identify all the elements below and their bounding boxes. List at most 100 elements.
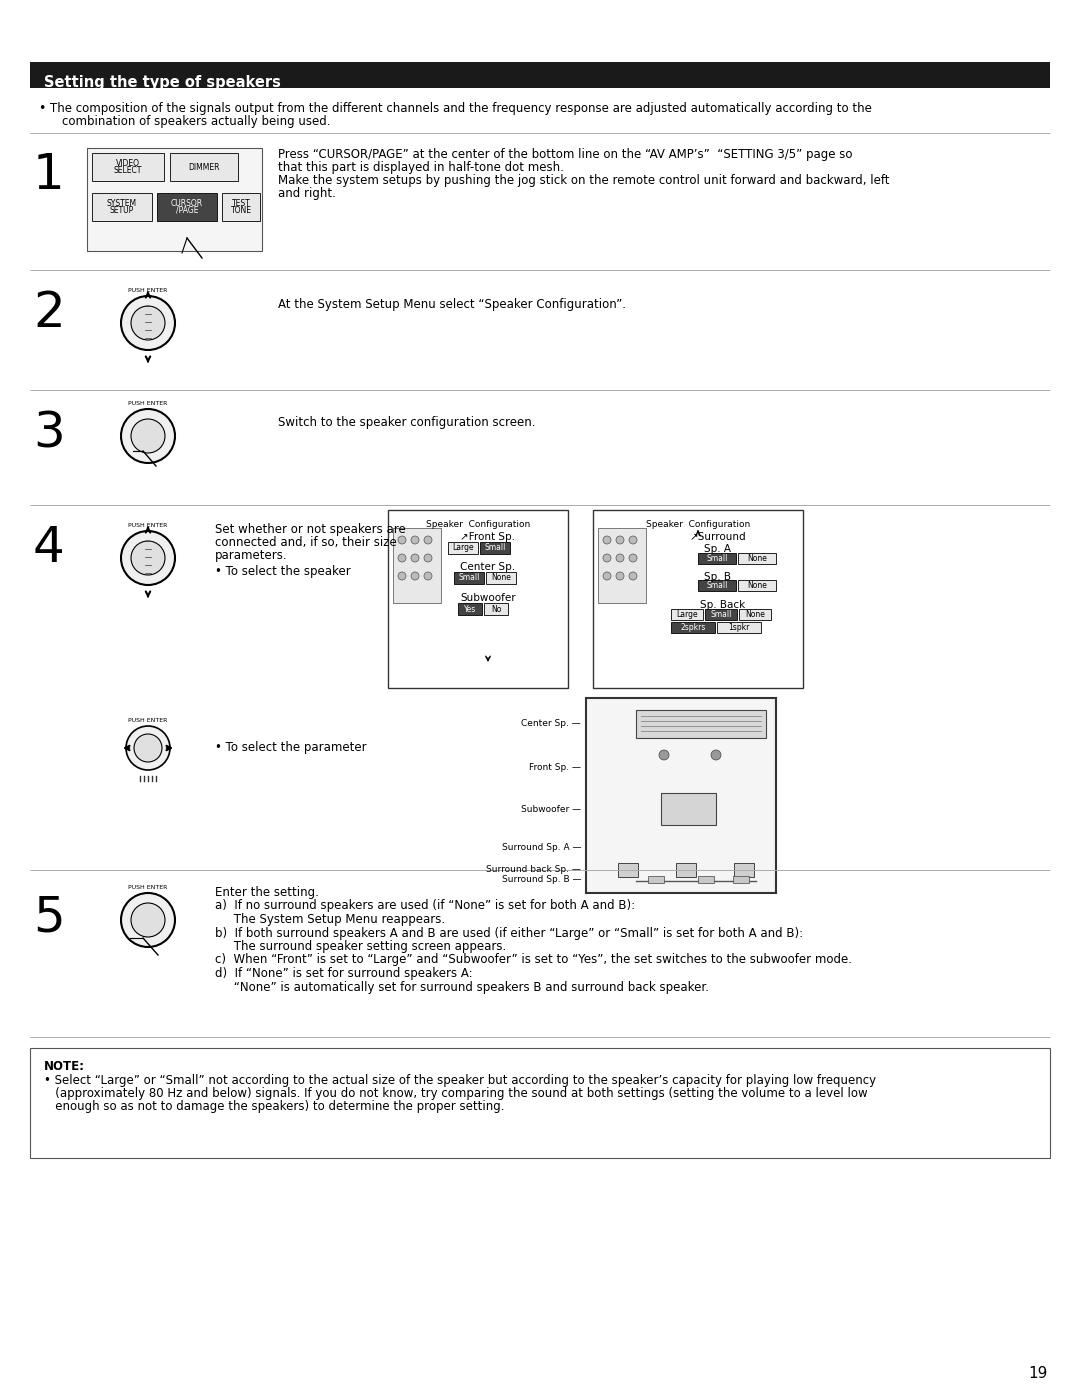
Circle shape — [131, 541, 165, 575]
Circle shape — [616, 572, 624, 581]
Text: PUSH ENTER: PUSH ENTER — [129, 523, 167, 527]
Bar — [676, 863, 696, 877]
Text: Set whether or not speakers are: Set whether or not speakers are — [215, 523, 406, 536]
Polygon shape — [615, 837, 642, 858]
Text: Speaker  Configuration: Speaker Configuration — [426, 520, 530, 529]
Text: “None” is automatically set for surround speakers B and surround back speaker.: “None” is automatically set for surround… — [215, 981, 708, 993]
Text: DIMMER: DIMMER — [188, 162, 219, 172]
Bar — [92, 152, 164, 180]
Text: The surround speaker setting screen appears.: The surround speaker setting screen appe… — [215, 940, 507, 953]
Bar — [388, 511, 568, 688]
Circle shape — [616, 554, 624, 562]
Bar — [448, 541, 478, 554]
Polygon shape — [648, 755, 680, 781]
Text: • Select “Large” or “Small” not according to the actual size of the speaker but : • Select “Large” or “Small” not accordin… — [44, 1074, 876, 1087]
Text: None: None — [745, 610, 765, 618]
Text: Small: Small — [706, 554, 728, 562]
Bar — [222, 193, 260, 221]
Bar — [661, 793, 716, 825]
Polygon shape — [673, 837, 699, 858]
Circle shape — [131, 306, 165, 340]
Bar — [698, 876, 714, 883]
Bar — [671, 623, 715, 632]
Circle shape — [399, 572, 406, 581]
Circle shape — [424, 554, 432, 562]
Bar — [648, 876, 664, 883]
Text: enough so as not to damage the speakers) to determine the proper setting.: enough so as not to damage the speakers)… — [44, 1100, 504, 1114]
Text: Small: Small — [458, 574, 480, 582]
Bar — [739, 609, 771, 620]
Text: None: None — [747, 554, 767, 562]
Text: Front Sp. —: Front Sp. — — [529, 764, 581, 772]
Circle shape — [399, 554, 406, 562]
Circle shape — [424, 572, 432, 581]
Bar — [598, 527, 646, 603]
Bar — [454, 572, 484, 583]
Text: No: No — [490, 604, 501, 614]
Text: ↗Surround: ↗Surround — [690, 532, 746, 541]
Bar — [87, 148, 262, 250]
Text: • To select the speaker: • To select the speaker — [215, 565, 351, 578]
Text: 1spkr: 1spkr — [728, 623, 750, 632]
Text: 1: 1 — [33, 151, 65, 199]
Bar — [458, 603, 482, 616]
Text: Speaker  Configuration: Speaker Configuration — [646, 520, 751, 529]
Circle shape — [629, 554, 637, 562]
Text: Press “CURSOR/PAGE” at the center of the bottom line on the “AV AMP’s”  “SETTING: Press “CURSOR/PAGE” at the center of the… — [278, 148, 852, 161]
Text: • To select the parameter: • To select the parameter — [215, 741, 366, 754]
Text: Large: Large — [676, 610, 698, 618]
Text: (approximately 80 Hz and below) signals. If you do not know, try comparing the s: (approximately 80 Hz and below) signals.… — [44, 1087, 867, 1100]
Text: 5: 5 — [33, 894, 65, 942]
Text: PUSH ENTER: PUSH ENTER — [129, 402, 167, 406]
Text: that this part is displayed in half-tone dot mesh.: that this part is displayed in half-tone… — [278, 161, 564, 173]
Text: Surround back Sp. —: Surround back Sp. — — [486, 866, 581, 874]
Text: Sp. B: Sp. B — [704, 572, 731, 582]
Text: Subwoofer —: Subwoofer — — [521, 804, 581, 813]
Bar — [733, 876, 750, 883]
Text: •: • — [38, 102, 45, 115]
Circle shape — [411, 536, 419, 544]
Circle shape — [629, 536, 637, 544]
Text: CURSOR: CURSOR — [171, 199, 203, 208]
Text: Center Sp. —: Center Sp. — — [522, 719, 581, 729]
Text: Small: Small — [711, 610, 731, 618]
Text: None: None — [491, 574, 511, 582]
Bar — [393, 527, 441, 603]
Text: Large: Large — [453, 543, 474, 553]
Text: None: None — [747, 581, 767, 590]
Circle shape — [659, 750, 669, 760]
Polygon shape — [731, 837, 757, 858]
Text: PUSH ENTER: PUSH ENTER — [129, 718, 167, 723]
Bar — [484, 603, 508, 616]
Bar — [698, 553, 735, 564]
Text: 19: 19 — [1028, 1367, 1048, 1381]
Text: Setting the type of speakers: Setting the type of speakers — [44, 74, 281, 90]
Circle shape — [616, 536, 624, 544]
Circle shape — [424, 536, 432, 544]
Text: SYSTEM: SYSTEM — [107, 199, 137, 208]
Bar — [170, 152, 238, 180]
Text: /PAGE: /PAGE — [176, 206, 199, 215]
Circle shape — [121, 893, 175, 947]
Text: TEST: TEST — [231, 199, 251, 208]
Text: d)  If “None” is set for surround speakers A:: d) If “None” is set for surround speaker… — [215, 967, 473, 981]
Circle shape — [603, 554, 611, 562]
Text: Small: Small — [706, 581, 728, 590]
Circle shape — [399, 536, 406, 544]
Bar — [618, 863, 638, 877]
Text: Sp. A: Sp. A — [704, 544, 731, 554]
Bar — [734, 863, 754, 877]
Text: 4: 4 — [33, 525, 65, 572]
Bar — [157, 193, 217, 221]
Circle shape — [134, 734, 162, 762]
Bar — [480, 541, 510, 554]
Text: PUSH ENTER: PUSH ENTER — [129, 288, 167, 292]
Text: TONE: TONE — [230, 206, 252, 215]
Text: 2spkrs: 2spkrs — [680, 623, 705, 632]
Text: c)  When “Front” is set to “Large” and “Subwoofer” is set to “Yes”, the set swit: c) When “Front” is set to “Large” and “S… — [215, 954, 852, 967]
Bar — [636, 711, 766, 739]
Text: connected and, if so, their size: connected and, if so, their size — [215, 536, 396, 548]
Bar — [698, 581, 735, 590]
Text: Make the system setups by pushing the jog stick on the remote control unit forwa: Make the system setups by pushing the jo… — [278, 173, 890, 187]
Text: b)  If both surround speakers A and B are used (if either “Large” or “Small” is : b) If both surround speakers A and B are… — [215, 926, 804, 940]
